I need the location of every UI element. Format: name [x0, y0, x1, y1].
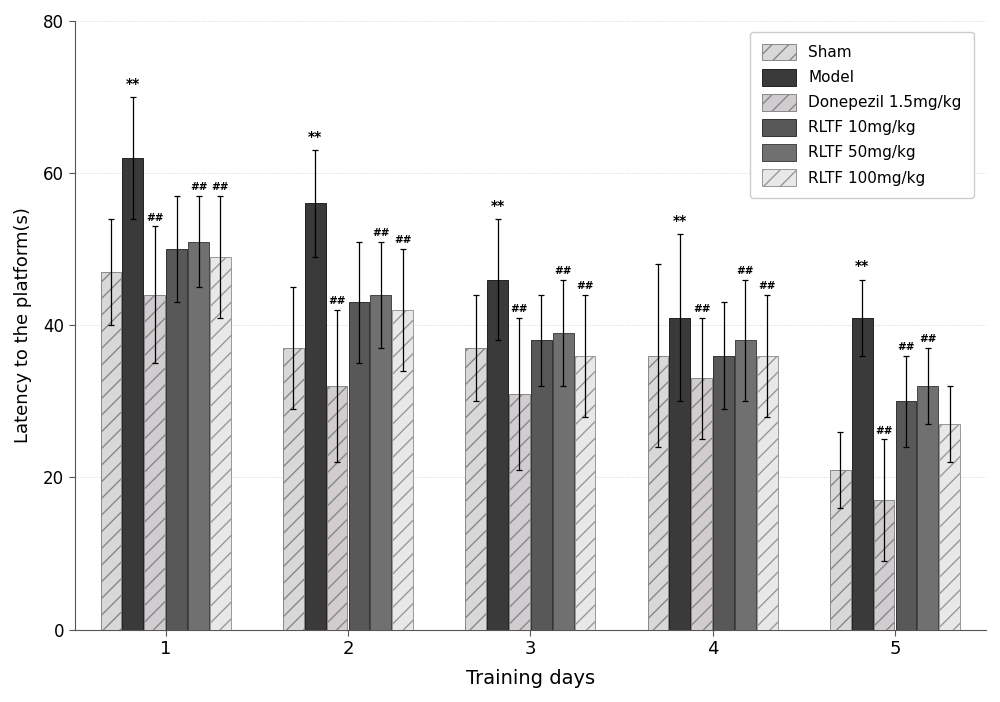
Bar — [575, 356, 595, 630]
Bar — [553, 333, 574, 630]
Text: **: ** — [308, 130, 322, 144]
Text: **: ** — [126, 77, 140, 91]
Bar — [669, 317, 690, 630]
Text: ##: ## — [554, 266, 572, 276]
Text: ##: ## — [146, 213, 164, 223]
Text: ##: ## — [919, 334, 937, 344]
Bar — [327, 386, 347, 630]
Text: ##: ## — [212, 182, 229, 192]
Text: ##: ## — [328, 296, 346, 306]
Bar — [874, 501, 894, 630]
Bar — [852, 317, 873, 630]
Text: ##: ## — [875, 425, 893, 435]
Bar — [531, 340, 552, 630]
Bar — [465, 348, 486, 630]
Bar — [122, 158, 143, 630]
Bar — [939, 424, 960, 630]
Bar — [188, 241, 209, 630]
Bar — [370, 295, 391, 630]
Bar — [691, 378, 712, 630]
Bar — [101, 272, 121, 630]
Bar — [713, 356, 734, 630]
X-axis label: Training days: Training days — [466, 669, 595, 688]
Bar — [757, 356, 778, 630]
Text: ##: ## — [372, 227, 390, 238]
Bar — [210, 257, 231, 630]
Text: **: ** — [855, 260, 869, 274]
Bar — [896, 402, 916, 630]
Text: ##: ## — [737, 266, 754, 276]
Bar — [166, 249, 187, 630]
Text: ##: ## — [511, 304, 528, 314]
Bar — [735, 340, 756, 630]
Legend: Sham, Model, Donepezil 1.5mg/kg, RLTF 10mg/kg, RLTF 50mg/kg, RLTF 100mg/kg: Sham, Model, Donepezil 1.5mg/kg, RLTF 10… — [750, 32, 974, 198]
Bar — [144, 295, 165, 630]
Text: ##: ## — [759, 281, 776, 291]
Text: **: ** — [673, 214, 687, 228]
Bar — [509, 394, 530, 630]
Y-axis label: Latency to the platform(s): Latency to the platform(s) — [14, 207, 32, 443]
Text: ##: ## — [897, 342, 915, 352]
Bar — [392, 310, 413, 630]
Bar — [830, 470, 851, 630]
Text: ##: ## — [394, 235, 411, 245]
Bar — [305, 204, 326, 630]
Bar — [487, 279, 508, 630]
Bar — [917, 386, 938, 630]
Bar — [283, 348, 304, 630]
Text: **: ** — [490, 199, 505, 213]
Text: ##: ## — [190, 182, 207, 192]
Bar — [349, 303, 369, 630]
Text: ##: ## — [576, 281, 594, 291]
Text: ##: ## — [693, 304, 710, 314]
Bar — [648, 356, 668, 630]
